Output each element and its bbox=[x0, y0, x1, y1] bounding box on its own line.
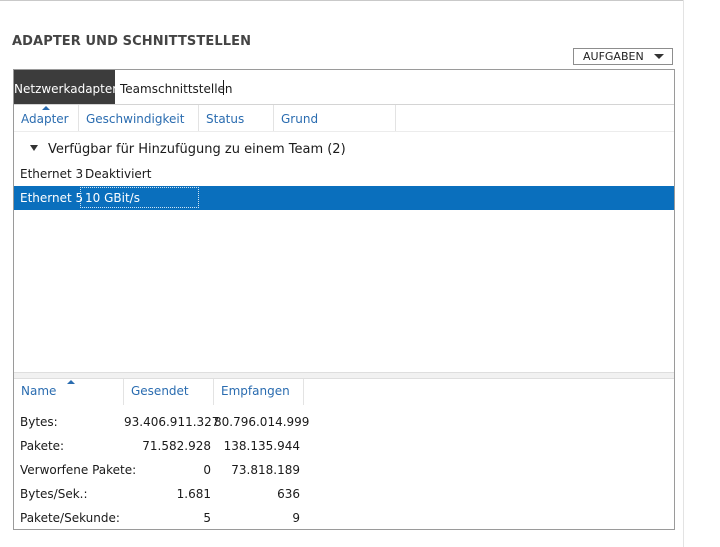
column-separator bbox=[213, 379, 214, 405]
sort-ascending-icon bbox=[42, 106, 50, 110]
column-header-name[interactable]: Name bbox=[14, 379, 124, 405]
stats-row: Pakete: 71.582.928 138.135.944 bbox=[14, 434, 674, 458]
adapter-name: Ethernet 5 bbox=[20, 191, 84, 205]
section-title: ADAPTER UND SCHNITTSTELLEN bbox=[12, 34, 252, 49]
column-separator bbox=[303, 379, 304, 405]
stats-row: Bytes/Sek.: 1.681 636 bbox=[14, 482, 674, 506]
stat-name: Pakete: bbox=[20, 439, 65, 453]
top-divider bbox=[0, 0, 683, 1]
column-header-label: Name bbox=[21, 384, 57, 398]
stat-sent: 71.582.928 bbox=[142, 439, 211, 453]
stat-sent: 5 bbox=[203, 511, 211, 525]
right-divider bbox=[683, 0, 684, 547]
adapter-column-headers: Adapter Geschwindigkeit Status Grund bbox=[14, 105, 674, 132]
adapter-panel: Netzwerkadapter Teamschnittstellen Adapt… bbox=[13, 69, 675, 530]
tasks-label: AUFGABEN bbox=[583, 50, 644, 63]
column-header-adapter[interactable]: Adapter bbox=[14, 105, 79, 131]
column-header-gesendet[interactable]: Gesendet bbox=[124, 379, 214, 405]
focus-rectangle bbox=[80, 187, 199, 208]
stat-received: 9 bbox=[292, 511, 300, 525]
column-separator bbox=[273, 105, 274, 131]
adapter-speed: 10 GBit/s bbox=[85, 191, 140, 205]
stat-sent: 1.681 bbox=[176, 487, 211, 501]
stat-name: Pakete/Sekunde: bbox=[20, 511, 120, 525]
column-header-label: Empfangen bbox=[221, 384, 290, 398]
stats-row: Pakete/Sekunde: 5 9 bbox=[14, 506, 674, 530]
adapter-name: Ethernet 3 bbox=[20, 167, 84, 181]
column-header-label: Grund bbox=[281, 112, 319, 126]
stat-sent: 93.406.911.327 bbox=[124, 415, 220, 429]
column-separator bbox=[395, 105, 396, 131]
stat-name: Bytes/Sek.: bbox=[20, 487, 88, 501]
stat-received: 138.135.944 bbox=[223, 439, 300, 453]
column-header-label: Adapter bbox=[21, 112, 69, 126]
column-header-grund[interactable]: Grund bbox=[274, 105, 396, 131]
stats-row: Bytes: 93.406.911.327 80.796.014.999 bbox=[14, 410, 674, 434]
text-cursor bbox=[223, 80, 224, 95]
column-header-empfangen[interactable]: Empfangen bbox=[214, 379, 304, 405]
table-row[interactable]: Ethernet 3 Deaktiviert bbox=[14, 162, 674, 186]
pane-splitter[interactable] bbox=[14, 372, 674, 379]
column-header-label: Gesendet bbox=[131, 384, 189, 398]
tab-teamschnittstellen[interactable]: Teamschnittstellen bbox=[120, 82, 233, 96]
tab-bar: Netzwerkadapter Teamschnittstellen bbox=[14, 70, 674, 105]
stat-name: Verworfene Pakete: bbox=[20, 463, 137, 477]
stat-name: Bytes: bbox=[20, 415, 58, 429]
column-header-label: Status bbox=[206, 112, 245, 126]
tasks-dropdown-button[interactable]: AUFGABEN bbox=[573, 48, 673, 65]
stats-row: Verworfene Pakete: 0 73.818.189 bbox=[14, 458, 674, 482]
column-header-status[interactable]: Status bbox=[199, 105, 274, 131]
collapse-triangle-icon[interactable] bbox=[30, 145, 38, 151]
tab-netzwerkadapter[interactable]: Netzwerkadapter bbox=[14, 70, 117, 104]
column-separator bbox=[198, 105, 199, 131]
stat-received: 80.796.014.999 bbox=[214, 415, 310, 429]
stat-sent: 0 bbox=[203, 463, 211, 477]
column-header-geschwindigkeit[interactable]: Geschwindigkeit bbox=[79, 105, 199, 131]
sort-ascending-icon bbox=[67, 380, 75, 384]
table-row-selected[interactable]: Ethernet 5 10 GBit/s bbox=[14, 186, 674, 210]
chevron-down-icon bbox=[654, 54, 664, 59]
stats-column-headers: Name Gesendet Empfangen bbox=[14, 379, 674, 405]
group-header[interactable]: Verfügbar für Hinzufügung zu einem Team … bbox=[30, 142, 346, 157]
adapter-speed: Deaktiviert bbox=[85, 167, 152, 181]
column-header-label: Geschwindigkeit bbox=[86, 112, 185, 126]
column-separator bbox=[123, 379, 124, 405]
stat-received: 636 bbox=[277, 487, 300, 501]
column-separator bbox=[78, 105, 79, 131]
stat-received: 73.818.189 bbox=[231, 463, 300, 477]
group-label: Verfügbar für Hinzufügung zu einem Team … bbox=[48, 142, 346, 157]
